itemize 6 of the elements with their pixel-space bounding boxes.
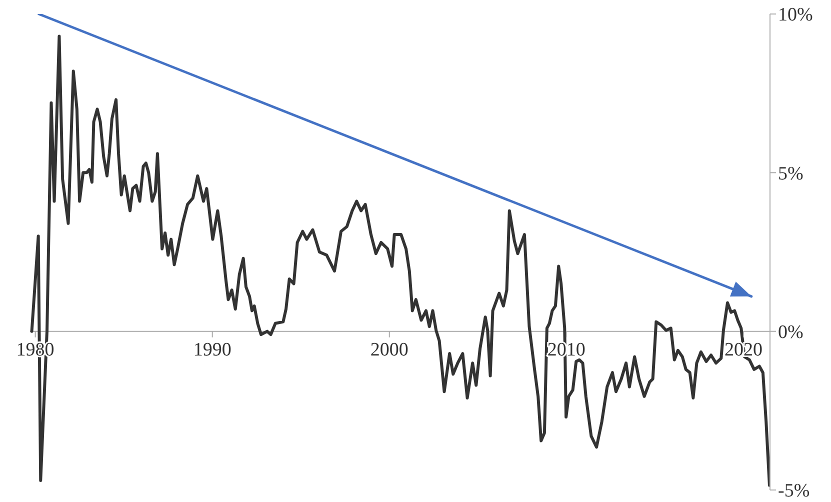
x-tick-label: 1990	[193, 339, 232, 360]
y-tick-label: 10%	[778, 4, 813, 26]
y-tick-label: 0%	[778, 322, 804, 344]
y-tick-label: -5%	[778, 480, 810, 502]
y-tick-label: 5%	[778, 163, 804, 184]
x-tick-label: 2000	[370, 339, 408, 360]
